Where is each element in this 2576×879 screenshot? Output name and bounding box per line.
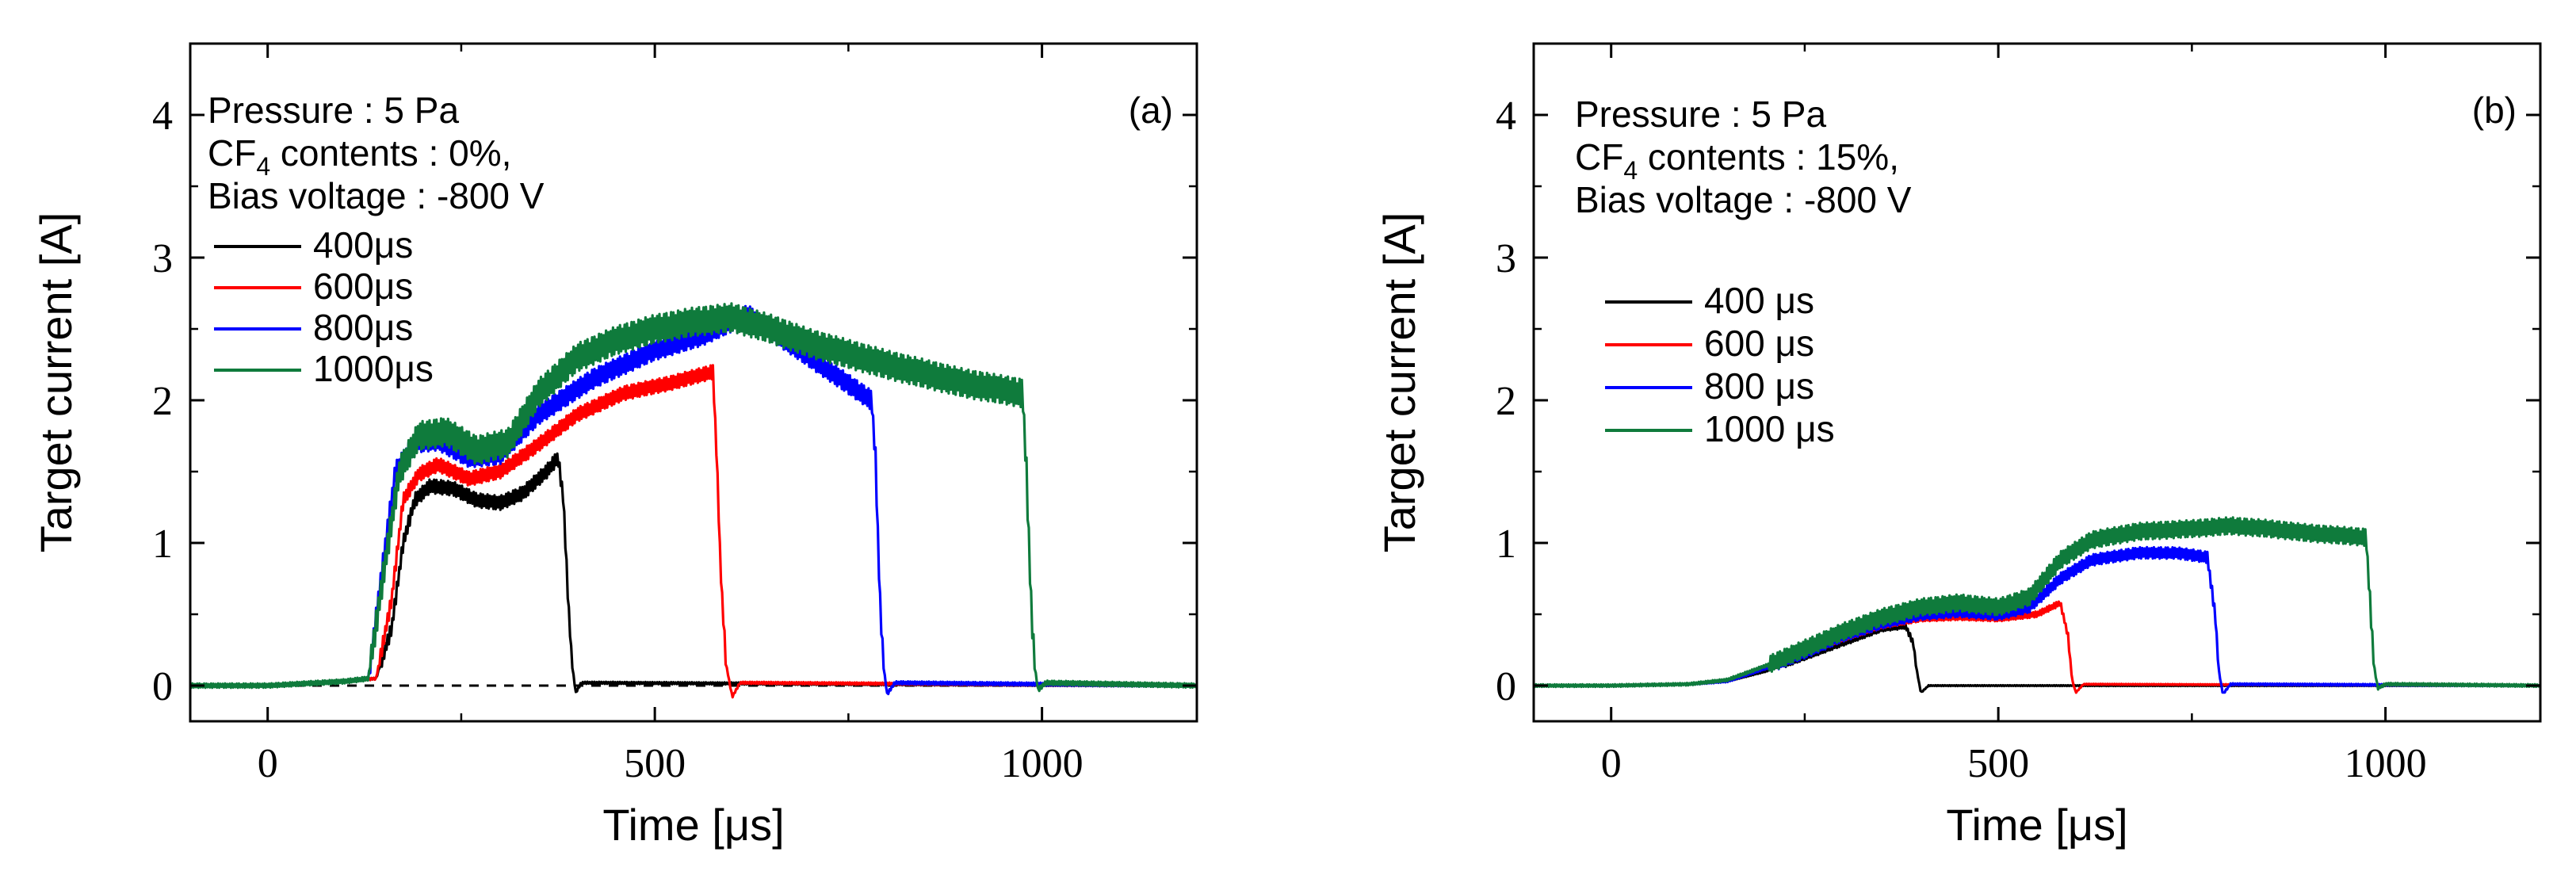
annotation-contents-value: contents : 15%, (1638, 136, 1899, 178)
annotation-cf4-contents: CF4 contents : 0%, (208, 132, 511, 181)
legend-label-0: 400μs (313, 224, 413, 266)
x-tick-label-0: 0 (1601, 741, 1622, 786)
series-line-0 (190, 452, 1197, 694)
annotation-bias-voltage: Bias voltage : -800 V (208, 175, 545, 216)
y-axis-label: Target current [A] (1374, 212, 1424, 553)
legend-label-2: 800μs (313, 307, 413, 348)
legend-label-0: 400 μs (1704, 280, 1814, 321)
y-tick-label-0: 0 (1496, 664, 1516, 709)
y-tick-label-1: 1 (152, 522, 173, 567)
annotation-pressure: Pressure : 5 Pa (208, 90, 459, 131)
legend-label-3: 1000μs (313, 348, 434, 389)
x-tick-label-2: 1000 (2345, 741, 2427, 786)
legend-label-1: 600 μs (1704, 323, 1814, 364)
series-line-3 (190, 302, 1197, 693)
panel-tag: (a) (1129, 90, 1173, 131)
annotation-contents-value: contents : 0%, (270, 132, 511, 174)
axes-frame (189, 42, 1198, 723)
y-tick-label-2: 2 (1496, 379, 1516, 424)
y-tick-label-1: 1 (1496, 522, 1516, 567)
legend-label-1: 600μs (313, 266, 413, 307)
series-line-1 (1534, 600, 2540, 694)
x-tick-label-1: 500 (624, 741, 686, 786)
y-tick-label-3: 3 (152, 236, 173, 281)
annotation-pressure: Pressure : 5 Pa (1575, 94, 1826, 135)
axes-frame (1532, 42, 2542, 723)
y-tick-label-3: 3 (1496, 236, 1516, 281)
plot-area (190, 302, 1197, 699)
y-tick-label-4: 4 (152, 94, 173, 139)
series-line-3 (1534, 516, 2540, 691)
y-tick-label-2: 2 (152, 379, 173, 424)
chart-panel-b: 0 500 1000 0 1 2 3 4 Time [μs] Target current [A]… (1374, 42, 2542, 850)
plot-area (1534, 516, 2540, 694)
x-tick-label-1: 500 (1967, 741, 2029, 786)
x-tick-label-0: 0 (258, 741, 278, 786)
series-line-0 (1534, 621, 2540, 694)
x-axis-label: Time [μs] (602, 800, 784, 850)
annotation-cf4-contents: CF4 contents : 15%, (1575, 136, 1899, 185)
panel-tag: (b) (2472, 90, 2517, 131)
chart-panel-a: 0 500 1000 0 1 2 3 4 Time [μs] Target current [A]… (31, 42, 1198, 850)
y-tick-label-4: 4 (1496, 94, 1516, 139)
series-line-1 (190, 364, 1197, 699)
annotation-subscript: 4 (1623, 156, 1638, 185)
y-tick-label-0: 0 (152, 664, 173, 709)
annotation-bias-voltage: Bias voltage : -800 V (1575, 179, 1912, 220)
legend-label-3: 1000 μs (1704, 408, 1835, 449)
legend-label-2: 800 μs (1704, 365, 1814, 407)
x-tick-label-2: 1000 (1001, 741, 1084, 786)
annotation-subscript: 4 (256, 152, 270, 181)
y-axis-label: Target current [A] (31, 212, 81, 553)
series-line-2 (1534, 545, 2540, 694)
x-axis-label: Time [μs] (1946, 800, 2127, 850)
